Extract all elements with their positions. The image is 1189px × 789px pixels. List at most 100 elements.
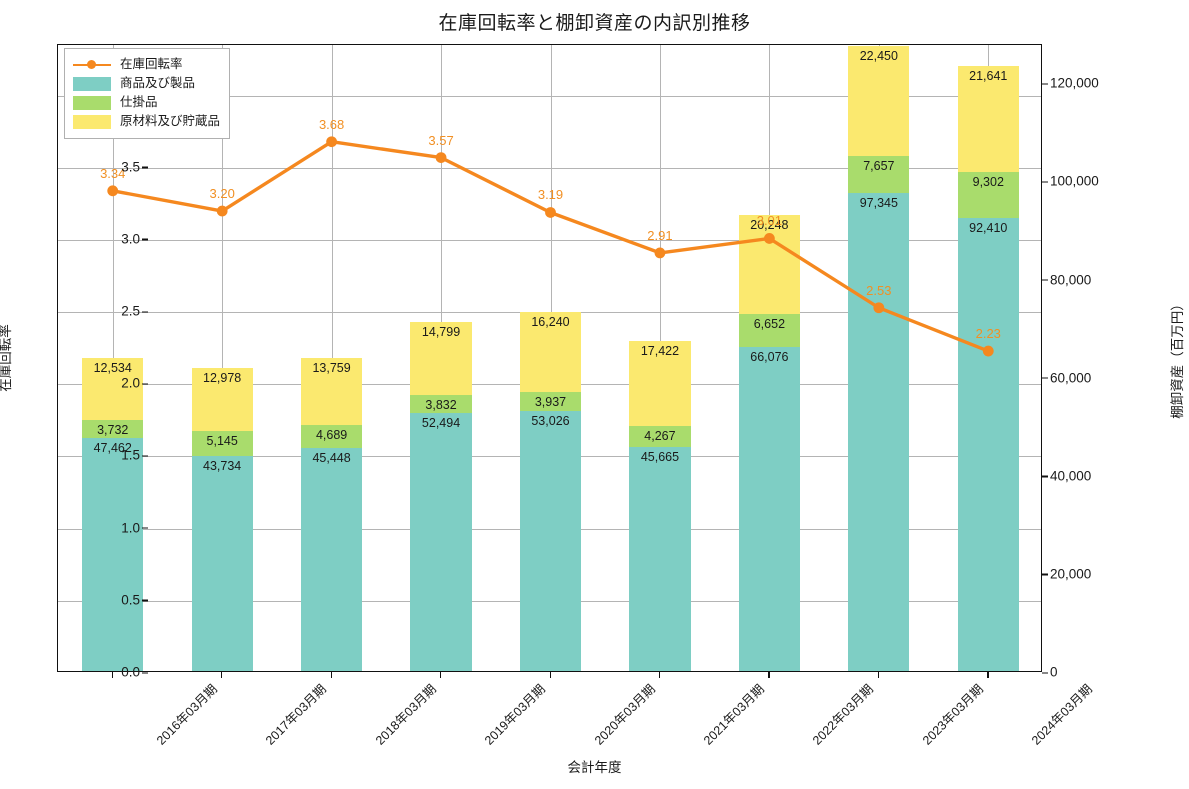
turnover-line-marker[interactable]	[873, 302, 885, 314]
turnover-line-marker[interactable]	[654, 247, 666, 259]
y-tick-right-text: 60,000	[1050, 370, 1092, 386]
legend-swatch-icon	[73, 76, 111, 91]
legend-line-icon	[73, 58, 111, 72]
turnover-line-marker[interactable]	[216, 205, 228, 217]
legend-item[interactable]: 商品及び製品	[73, 74, 220, 93]
x-tick-mark	[330, 672, 332, 678]
y-tick-right: 40,000	[1042, 468, 1140, 483]
y-tick-left-text: 2.0	[121, 375, 140, 391]
y-tick-left: 2.0	[80, 375, 148, 391]
turnover-value-label: 3.01	[756, 213, 783, 229]
y-tick-right-text: 80,000	[1050, 272, 1092, 287]
bar-group[interactable]: 43,734 5,145 12,978	[191, 43, 253, 671]
y-tick-left-text: 3.0	[121, 231, 140, 247]
bar-group[interactable]: 97,345 7,657 22,450	[848, 43, 910, 671]
turnover-line-path	[111, 140, 990, 353]
turnover-value-label: 3.57	[428, 132, 454, 148]
turnover-value-label: 2.91	[647, 227, 673, 243]
inventory-turnover-line	[107, 136, 994, 357]
bar-segment[interactable]: 97,345	[848, 193, 910, 671]
chart-title: 在庫回転率と棚卸資産の内訳別推移	[438, 13, 751, 34]
bar-group[interactable]: 52,494 3,832 14,799	[410, 43, 472, 671]
x-tick-mark	[658, 672, 661, 678]
y-tick-right: 60,000	[1042, 370, 1140, 386]
y-tick-left-text: 2.5	[121, 303, 140, 319]
x-tick-mark	[221, 672, 223, 678]
turnover-line-marker[interactable]	[545, 207, 556, 218]
legend-item[interactable]: 仕掛品	[73, 93, 220, 112]
y-tick-left: 1.0	[80, 520, 148, 536]
turnover-line-marker[interactable]	[763, 233, 775, 244]
legend-item[interactable]: 在庫回転率	[73, 55, 220, 74]
turnover-line-marker[interactable]	[435, 152, 447, 164]
turnover-line-marker[interactable]	[326, 136, 338, 148]
y-tick-right-mark	[1042, 181, 1048, 183]
bar-segment[interactable]: 53,026	[519, 410, 582, 671]
y-tick-right: 120,000	[1042, 75, 1140, 91]
y-tick-left-mark	[142, 455, 148, 457]
y-tick-left-text: 0.0	[121, 664, 140, 680]
y-axis-right-label: 棚卸資産（百万円）	[1170, 297, 1185, 419]
x-tick-label: 2021年03月期	[700, 681, 767, 748]
y-tick-right-mark	[1042, 475, 1048, 478]
y-tick-left-mark	[142, 238, 148, 241]
y-tick-right-mark	[1042, 377, 1048, 379]
bar-segment[interactable]: 43,734	[191, 456, 253, 671]
y-tick-left: 3.5	[80, 159, 148, 175]
bar-segment[interactable]: 13,759	[300, 357, 363, 425]
x-tick-label: 2023年03月期	[919, 681, 986, 748]
y-tick-left: 3.0	[80, 231, 148, 247]
x-tick-label: 2020年03月期	[591, 681, 658, 748]
x-tick-mark	[440, 672, 442, 678]
y-axis-left-label: 在庫回転率	[0, 324, 13, 392]
gridline-vertical	[112, 45, 114, 671]
x-tick-mark	[768, 672, 770, 678]
x-axis-label: 会計年度	[567, 760, 622, 775]
x-tick-label: 2022年03月期	[810, 681, 877, 748]
y-tick-left-mark	[142, 311, 148, 313]
x-tick-mark	[111, 672, 114, 678]
bar-segment[interactable]: 45,665	[629, 446, 691, 671]
turnover-value-label: 3.19	[537, 187, 564, 203]
turnover-value-label: 3.34	[100, 165, 126, 181]
y-tick-right-text: 100,000	[1050, 173, 1099, 189]
bar-segment[interactable]: 17,422	[629, 340, 691, 426]
y-tick-left-text: 3.5	[121, 159, 140, 175]
y-tick-left-mark	[142, 383, 148, 385]
gridline-vertical	[222, 45, 224, 671]
y-tick-right-text: 120,000	[1050, 75, 1099, 91]
y-tick-left-text: 0.5	[121, 592, 140, 608]
y-tick-left-text: 1.0	[121, 520, 140, 536]
y-tick-left-mark	[142, 672, 148, 674]
y-tick-left-mark	[142, 166, 148, 168]
x-tick-label: 2019年03月期	[482, 681, 548, 748]
turnover-line-marker[interactable]	[107, 185, 119, 197]
turnover-line-marker[interactable]	[982, 345, 994, 357]
legend-item[interactable]: 原材料及び貯蔵品	[73, 112, 220, 131]
turnover-value-label: 2.53	[866, 282, 892, 298]
x-tick-label: 2024年03月期	[1029, 681, 1096, 748]
legend-item-label: 商品及び製品	[120, 76, 196, 91]
x-tick-label: 2016年03月期	[153, 681, 220, 748]
y-tick-left-mark	[142, 599, 148, 602]
bar-group[interactable]: 45,448 4,689 13,759	[300, 43, 363, 671]
y-tick-left: 2.5	[80, 303, 148, 319]
y-tick-right-mark	[1042, 573, 1048, 576]
chart-legend: 在庫回転率商品及び製品仕掛品原材料及び貯蔵品	[64, 48, 231, 139]
bar-segment[interactable]: 52,494	[410, 413, 472, 671]
bar-group[interactable]: 45,665 4,267 17,422	[629, 43, 691, 671]
y-tick-right-mark	[1042, 83, 1048, 85]
plot-area: 47,462 3,732 12,534 43,734 5,145 12,978 45,448…	[57, 44, 1042, 672]
gridline-horizontal	[58, 167, 1041, 169]
bar-group[interactable]: 66,076 6,652 20,248	[738, 43, 801, 671]
x-tick-mark	[877, 672, 880, 678]
turnover-value-label: 3.20	[209, 186, 235, 202]
legend-item-label: 原材料及び貯蔵品	[120, 114, 221, 129]
gridline-horizontal	[58, 95, 1041, 97]
x-tick-mark	[549, 672, 551, 678]
y-tick-right: 20,000	[1042, 566, 1140, 581]
y-tick-right: 0	[1042, 665, 1140, 680]
turnover-value-label: 2.23	[975, 326, 1001, 342]
y-tick-left: 0.5	[80, 592, 148, 608]
